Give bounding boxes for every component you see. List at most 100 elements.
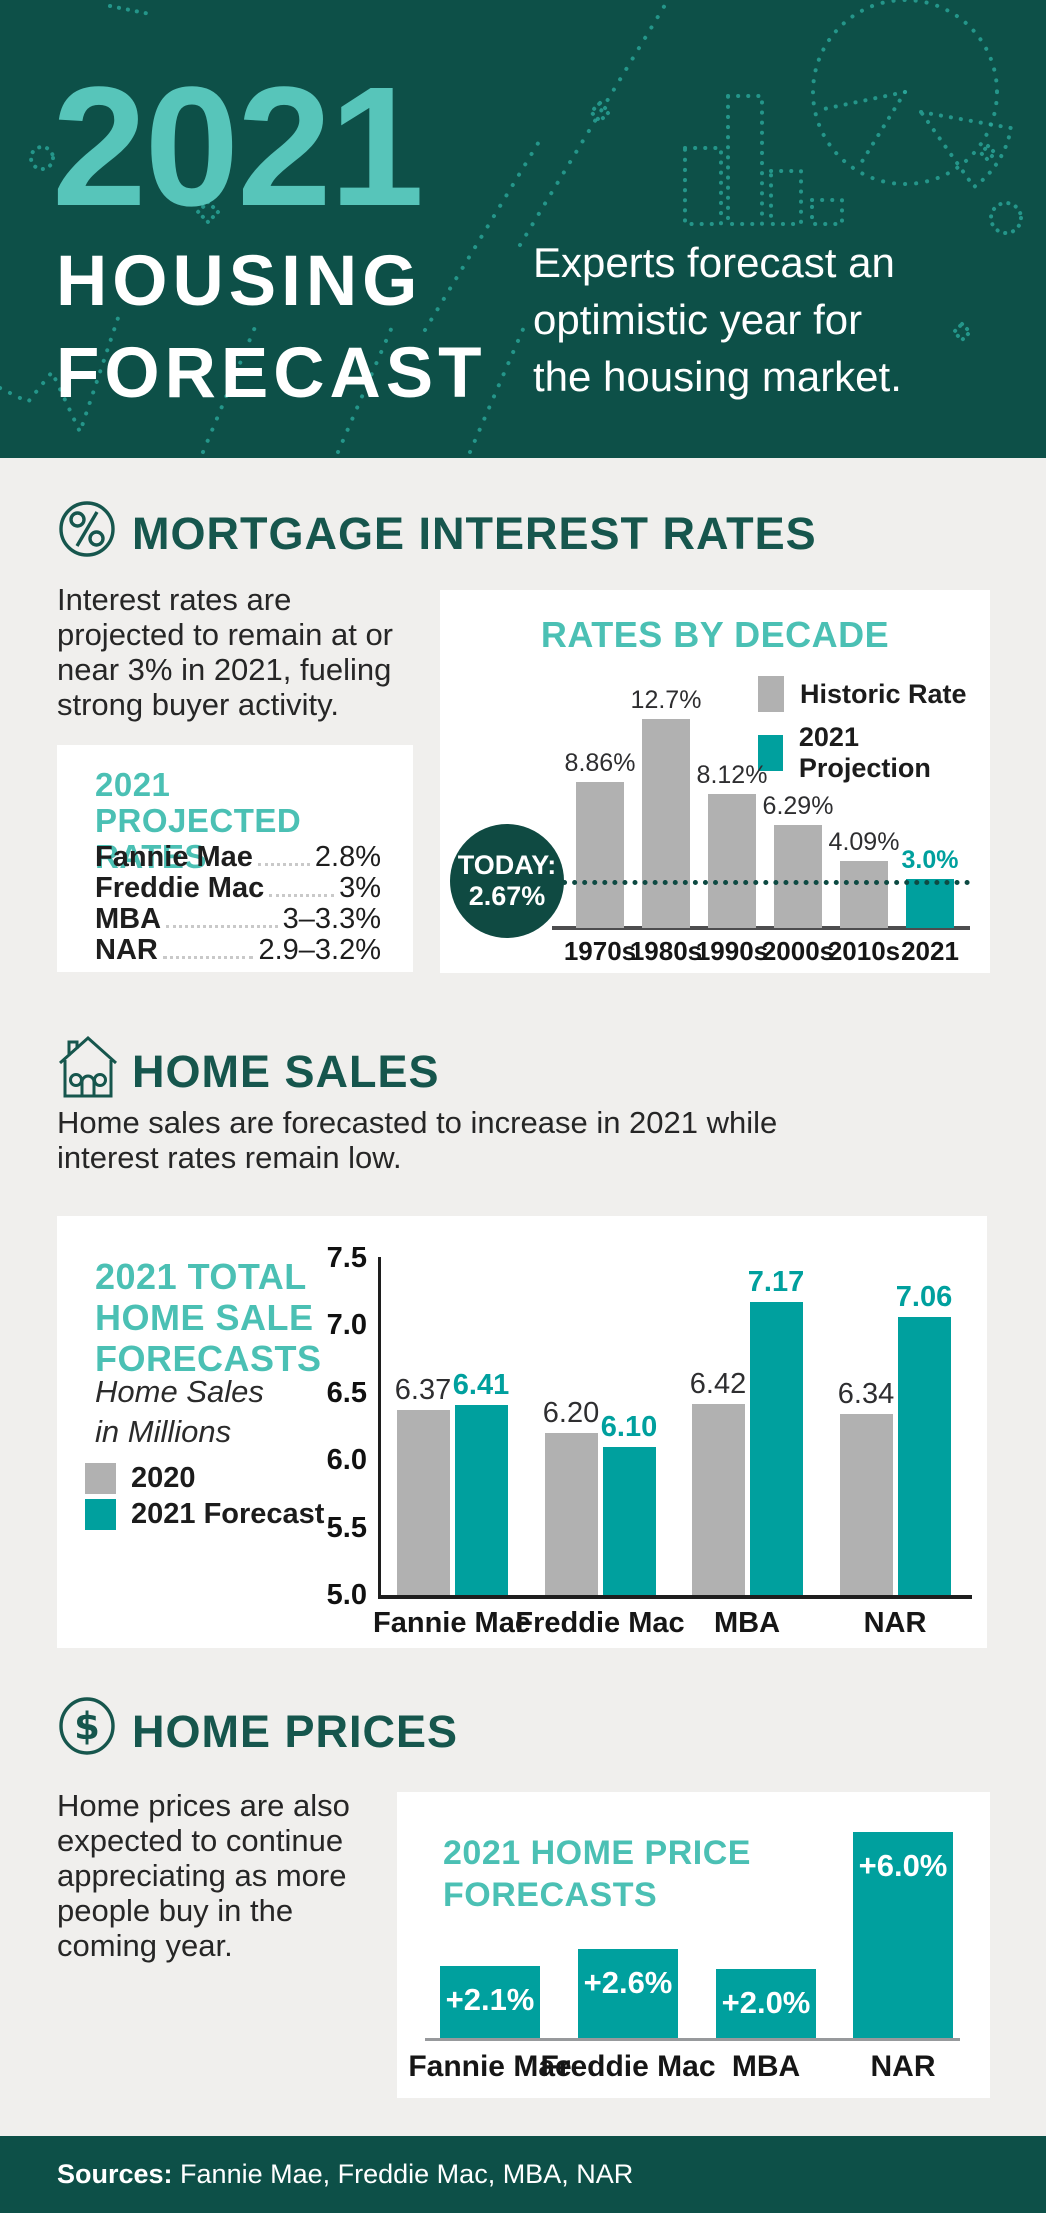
legend-item-2021-forecast: 2021 Forecast <box>85 1498 324 1531</box>
category-label: NAR <box>863 1607 927 1639</box>
rate-label: Freddie Mac <box>95 872 265 904</box>
today-rate-dotted-line <box>552 880 970 885</box>
category-label: 2021 <box>901 936 959 966</box>
header-year: 2021 <box>52 52 424 242</box>
rate-row: MBA 3–3.3% <box>95 903 381 935</box>
price-bar: +6.0% <box>853 1832 953 2038</box>
projected-rates-list: Fannie Mae 2.8% Freddie Mac 3% MBA 3–3.3… <box>95 841 381 966</box>
bar-value-label: 8.12% <box>696 761 768 789</box>
sales-bar-2021 <box>898 1317 951 1595</box>
bar-value-label: 7.17 <box>747 1266 805 1298</box>
category-label: 1980s <box>629 936 703 966</box>
card-title-line: PROJECTED RATES <box>95 802 302 875</box>
paragraph-line: appreciating as more <box>57 1858 347 1893</box>
sales-bar-2020 <box>692 1404 745 1595</box>
card-title-line: 2021 HOME PRICE <box>443 1834 751 1872</box>
paragraph-line: strong buyer activity. <box>57 687 339 722</box>
bar-value-label: 6.42 <box>689 1368 747 1400</box>
header-title-line2: FORECAST <box>56 334 487 413</box>
price-bar: +2.6% <box>578 1949 678 2038</box>
bar-value-label: +2.1% <box>445 1982 535 2017</box>
header-title-line1: HOUSING <box>56 242 423 321</box>
section-heading-mortgage: MORTGAGE INTEREST RATES <box>132 508 817 559</box>
sales-bar-2021 <box>455 1405 508 1595</box>
y-tick-label: 6.5 <box>326 1377 367 1409</box>
rates-bar <box>642 719 690 928</box>
bar-value-label: 6.41 <box>452 1369 510 1401</box>
decorative-dotted-shapes <box>0 0 1023 454</box>
bar-value-label: +2.6% <box>583 1965 673 2000</box>
bar-value-label: 6.37 <box>394 1374 452 1406</box>
paragraph-line: Home sales are forecasted to increase in… <box>57 1105 778 1140</box>
bar-value-label: 6.34 <box>837 1378 895 1410</box>
legend-label: 2021 Forecast <box>131 1498 325 1530</box>
dotted-leader <box>257 863 310 866</box>
section-heading-prices: HOME PRICES <box>132 1706 459 1757</box>
card-title-line: 2021 <box>95 766 171 803</box>
legend-swatch-teal <box>85 1499 116 1530</box>
sales-bar-2020 <box>840 1414 893 1595</box>
y-tick-label: 7.0 <box>326 1309 367 1341</box>
sales-bar-2020 <box>545 1433 598 1595</box>
category-label: Fannie Mae <box>373 1607 531 1639</box>
rate-value: 2.8% <box>314 841 381 873</box>
mortgage-paragraph: Interest rates are projected to remain a… <box>57 582 393 722</box>
paragraph-line: projected to remain at or <box>57 617 394 652</box>
sales-x-axis <box>378 1595 972 1599</box>
rate-value: 3–3.3% <box>282 903 381 935</box>
bar-value-label: 6.10 <box>600 1411 658 1443</box>
bar-value-label: 4.09% <box>828 828 900 856</box>
tagline-line: the housing market. <box>533 353 902 400</box>
dotted-leader <box>269 894 335 897</box>
ylabel-line: in Millions <box>95 1414 232 1449</box>
rates-bar <box>576 782 624 928</box>
bar-value-label: +2.0% <box>721 1985 811 2020</box>
bar-value-label: 3.0% <box>901 846 959 874</box>
today-value: 2.67% <box>468 881 546 911</box>
paragraph-line: near 3% in 2021, fueling <box>57 652 392 687</box>
category-label: 1990s <box>695 936 769 966</box>
tagline-line: Experts forecast an <box>533 239 895 286</box>
bar-value-label: 8.86% <box>564 749 636 777</box>
svg-text:$: $ <box>74 1705 100 1748</box>
legend-swatch-gray <box>85 1463 116 1494</box>
percent-icon <box>58 500 116 563</box>
legend-label: 2020 <box>131 1462 196 1494</box>
price-bar: +2.1% <box>440 1966 540 2038</box>
card-title-line: FORECASTS <box>95 1338 322 1379</box>
dotted-leader <box>162 956 254 959</box>
rate-label: MBA <box>95 903 162 935</box>
card-title-line: FORECASTS <box>443 1876 658 1914</box>
bar-value-label: 6.29% <box>762 792 834 820</box>
legend-swatch-gray <box>758 676 784 712</box>
bar-value-label: 7.06 <box>895 1281 953 1313</box>
price-bar: +2.0% <box>716 1969 816 2038</box>
category-label: Freddie Mac <box>540 2050 716 2083</box>
header-tagline: Experts forecast an optimistic year for … <box>533 234 902 405</box>
sources-list: Fannie Mae, Freddie Mac, MBA, NAR <box>172 2159 634 2189</box>
rate-row: NAR 2.9–3.2% <box>95 934 381 966</box>
today-rate-badge: TODAY: 2.67% <box>450 824 564 938</box>
home-prices-card: 2021 HOME PRICE FORECASTS +2.1% Fannie Ma… <box>397 1792 990 2098</box>
rate-value: 3% <box>339 872 381 904</box>
sales-y-axis <box>378 1257 381 1599</box>
paragraph-line: expected to continue <box>57 1823 344 1858</box>
tagline-line: optimistic year for <box>533 296 863 343</box>
category-label: MBA <box>731 2050 801 2083</box>
today-label: TODAY: <box>457 850 557 880</box>
sales-bar-2021 <box>603 1447 656 1595</box>
y-tick-label: 7.5 <box>326 1242 367 1274</box>
sales-bar-2020 <box>397 1410 450 1595</box>
dollar-icon: $ <box>58 1696 116 1761</box>
rates-bar <box>708 794 756 928</box>
prices-chart-title: 2021 HOME PRICE FORECASTS <box>443 1832 751 1916</box>
legend-item-historic: Historic Rate <box>758 676 967 712</box>
rates-by-decade-card: RATES BY DECADE Historic Rate 2021 Proje… <box>440 590 990 973</box>
legend-item-projection: 2021 Projection <box>758 722 990 784</box>
sales-y-axis-label: Home Sales in Millions <box>95 1372 264 1452</box>
legend-item-2020: 2020 <box>85 1462 196 1495</box>
bar-value-label: 6.20 <box>542 1397 600 1429</box>
rate-value: 2.9–3.2% <box>258 934 381 966</box>
card-title-line: 2021 TOTAL <box>95 1256 307 1297</box>
sales-chart-title: 2021 TOTAL HOME SALE FORECASTS <box>95 1256 322 1379</box>
